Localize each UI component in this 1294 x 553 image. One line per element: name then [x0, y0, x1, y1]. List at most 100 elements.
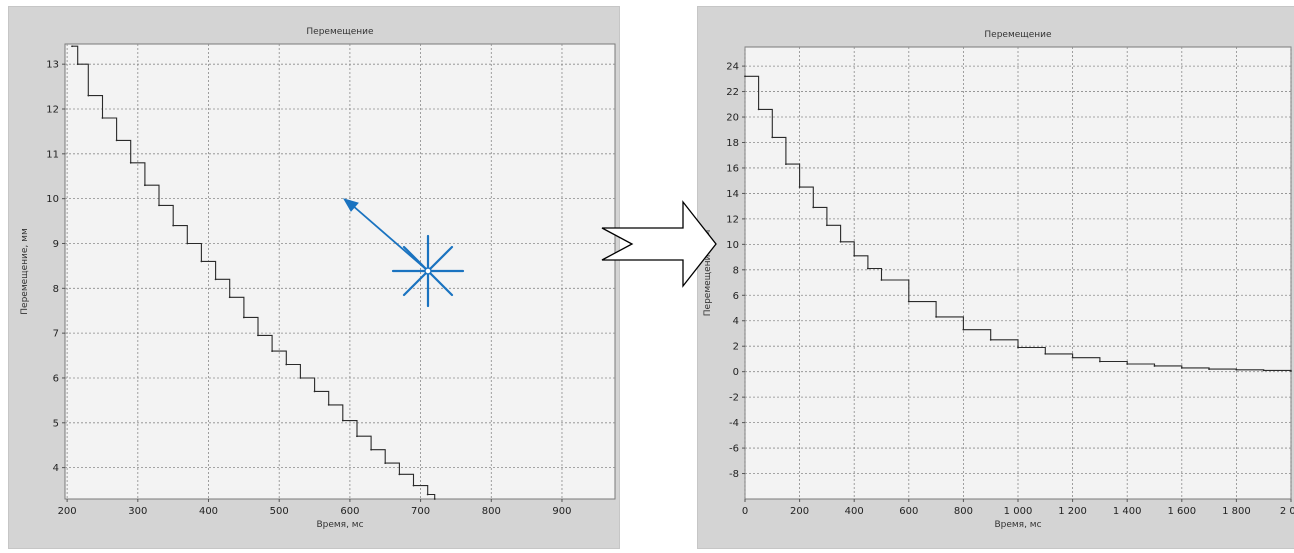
chart-1-data-point [186, 242, 189, 245]
chart-2-y-tick-label: 4 [733, 316, 739, 327]
chart-2-y-tick-label: 6 [733, 291, 739, 302]
chart-1-y-tick-label: 6 [53, 373, 59, 384]
chart-2-data-point [866, 267, 869, 270]
chart-1-data-point [370, 448, 373, 451]
chart-2-data-point [812, 206, 815, 209]
chart-2-y-tick-label: 24 [726, 62, 739, 73]
chart-2-data-point [1017, 346, 1019, 349]
chart-2-y-tick-label: -4 [729, 418, 739, 429]
chart-1-data-point [76, 63, 79, 66]
chart-2-data-point [1071, 356, 1074, 359]
chart-1-data-point [214, 278, 217, 281]
chart-2-x-tick-label: 1 800 [1222, 506, 1251, 517]
chart-2-data-point [826, 224, 828, 227]
chart-2-data-point [935, 316, 937, 318]
chart-1-data-point [398, 473, 401, 476]
chart-2-data-point [1044, 352, 1047, 355]
chart-1-data-point [412, 484, 415, 487]
chart-1-data-point [115, 139, 118, 142]
chart-1-x-tick-label: 400 [199, 506, 218, 517]
chart-1-y-tick-label: 5 [53, 418, 59, 429]
chart-2-y-tick-label: 22 [726, 87, 739, 98]
chart-1-y-tick-label: 9 [53, 239, 59, 250]
chart-2-y-tick-label: 18 [726, 138, 739, 149]
chart-1-y-tick-label: 8 [53, 284, 59, 295]
chart-1-data-point [87, 94, 90, 97]
chart-2-data-point [785, 163, 787, 166]
chart-1-data-point [384, 462, 387, 465]
chart-1-x-axis-label: Время, мс [316, 520, 363, 530]
chart-2-data-point [1235, 368, 1238, 371]
chart-2-data-point [744, 75, 746, 78]
chart-left-svg: Перемещение 200 300 400 500 600 700 800 900 4 5 6 7 8… [20, 27, 616, 530]
chart-1-data-point [129, 161, 132, 164]
chart-1-y-tick-label: 10 [46, 194, 59, 205]
chart-1-x-tick-label: 800 [482, 506, 501, 517]
chart-right-panel: Перемещение 0 200 400 600 800 1 000 1 200 1 400 1… [697, 6, 1294, 549]
chart-1-x-tick-label: 300 [128, 506, 147, 517]
chart-1-data-point [356, 435, 358, 438]
chart-1-y-axis-label: Перемещение, мм [20, 228, 30, 314]
chart-1-data-point [313, 390, 316, 393]
chart-2-y-tick-label: 2 [733, 342, 739, 353]
chart-1-y-tick-label: 11 [46, 149, 59, 160]
chart-2-data-point [907, 300, 910, 303]
chart-2-y-tick-label: 0 [733, 367, 739, 378]
chart-2-data-point [1153, 365, 1156, 367]
chart-2-x-tick-label: 800 [954, 506, 973, 517]
chart-2-x-tick-label: 400 [845, 506, 864, 517]
chart-2-y-tick-label: 10 [726, 240, 739, 251]
chart-1-data-point [172, 224, 175, 227]
chart-1-data-point [200, 260, 203, 263]
chart-2-x-tick-label: 1 600 [1167, 506, 1196, 517]
chart-2-data-point [771, 136, 774, 139]
chart-2-data-point [1180, 366, 1183, 369]
chart-2-data-point [1262, 369, 1265, 372]
chart-2-y-tick-label: -2 [729, 393, 739, 404]
chart-2-x-tick-label: 2 00 [1280, 506, 1294, 517]
chart-2-data-point [962, 328, 965, 331]
chart-2-y-tick-label: 20 [726, 113, 739, 124]
chart-2-x-tick-label: 1 000 [1004, 506, 1033, 517]
chart-2-y-tick-label: -8 [729, 469, 739, 480]
chart-1-x-tick-label: 600 [340, 506, 359, 517]
chart-2-y-tick-label: 14 [726, 189, 739, 200]
chart-2-x-tick-label: 1 400 [1113, 506, 1142, 517]
chart-1-data-point [433, 498, 436, 500]
chart-1-data-point [327, 403, 330, 406]
chart-2-data-point [989, 338, 992, 341]
chart-2-data-point [1126, 363, 1129, 365]
chart-1-data-point [341, 419, 344, 422]
chart-1-data-point [242, 316, 245, 319]
chart-2-y-tick-label: 12 [726, 214, 739, 225]
chart-1-data-point [101, 117, 104, 119]
chart-2-title: Перемещение [984, 30, 1052, 40]
chart-2-data-point [853, 254, 856, 257]
chart-1-data-point [158, 204, 160, 207]
chart-2-data-point [798, 186, 801, 188]
chart-2-y-axis-label: Перемещение, мм [703, 230, 713, 316]
chart-1-data-point [228, 296, 231, 299]
chart-2-x-tick-label: 600 [899, 506, 918, 517]
chart-2-data-point [1099, 360, 1101, 363]
chart-1-x-tick-label: 500 [270, 506, 289, 517]
chart-1-data-point [285, 363, 288, 366]
chart-1-x-tick-label: 200 [58, 506, 77, 517]
chart-1-data-point [257, 334, 259, 337]
chart-1-series-line [72, 45, 436, 499]
chart-1-data-point [271, 350, 274, 352]
chart-left-panel: Перемещение 200 300 400 500 600 700 800 900 4 5 6 7 8… [8, 6, 620, 549]
chart-2-y-tick-label: -6 [729, 444, 739, 455]
chart-1-x-tick-label: 900 [552, 506, 571, 517]
chart-1-data-point [299, 377, 302, 379]
chart-2-x-tick-label: 0 [742, 506, 748, 517]
chart-2-x-tick-label: 1 200 [1058, 506, 1087, 517]
chart-2-data-point [880, 279, 883, 281]
chart-2-y-tick-label: 16 [726, 163, 739, 174]
chart-1-data-point [71, 45, 73, 48]
chart-2-x-axis-label: Время, мс [994, 520, 1041, 530]
chart-1-data-point [426, 493, 429, 496]
chart-2-data-point [839, 240, 842, 243]
chart-2-y-tick-label: 8 [733, 265, 739, 276]
